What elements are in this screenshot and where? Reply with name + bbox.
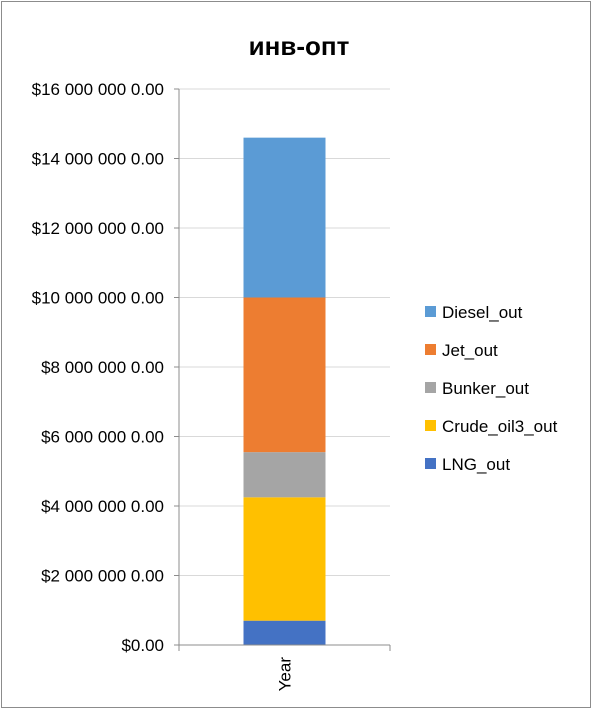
legend-swatch-bunker-out (425, 382, 436, 393)
legend-label-crude-oil3-out: Crude_oil3_out (442, 417, 558, 436)
bar-segment-crude-oil3-out (243, 497, 326, 621)
y-tick-label: $2 000 000 0.00 (41, 567, 164, 586)
legend-swatch-diesel-out (425, 306, 436, 317)
y-tick-label: $10 000 000 0.00 (32, 289, 164, 308)
bar-segment-jet-out (243, 297, 326, 453)
x-axis-tick-labels: Year (276, 657, 295, 692)
y-tick-label: $4 000 000 0.00 (41, 497, 164, 516)
y-tick-label: $8 000 000 0.00 (41, 358, 164, 377)
x-tick-label: Year (276, 657, 295, 692)
y-tick-label: $14 000 000 0.00 (32, 150, 164, 169)
axes (174, 88, 391, 651)
legend-swatch-lng-out (425, 458, 436, 469)
y-tick-label: $0.00 (121, 636, 164, 655)
stacked-bar (243, 137, 326, 645)
bar-segment-diesel-out (243, 137, 326, 298)
chart-title: инв-опт (249, 31, 350, 61)
bar-segment-bunker-out (243, 452, 326, 498)
y-tick-label: $12 000 000 0.00 (32, 219, 164, 238)
y-axis-tick-labels: $0.00 $2 000 000 0.00 $4 000 000 0.00 $6 00… (32, 80, 164, 655)
legend: Diesel_out Jet_out Bunker_out Crude_oil3_ou… (425, 303, 558, 474)
legend-label-diesel-out: Diesel_out (442, 303, 523, 322)
y-tick-label: $16 000 000 0.00 (32, 80, 164, 99)
legend-swatch-jet-out (425, 344, 436, 355)
y-tick-label: $6 000 000 0.00 (41, 428, 164, 447)
legend-label-jet-out: Jet_out (442, 341, 498, 360)
legend-label-lng-out: LNG_out (442, 455, 510, 474)
bar-segment-lng-out (243, 620, 326, 645)
legend-swatch-crude-oil3-out (425, 420, 436, 431)
legend-label-bunker-out: Bunker_out (442, 379, 529, 398)
